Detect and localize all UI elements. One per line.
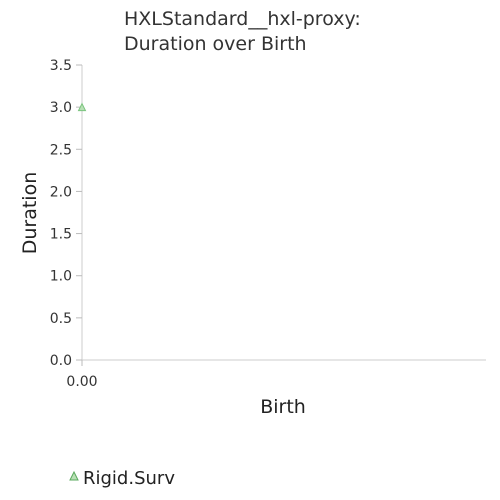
data-point-triangle: [77, 102, 87, 112]
y-tick-label: 0.5: [50, 311, 72, 327]
y-axis-label: Duration: [19, 172, 41, 255]
y-tick-label: 3.0: [50, 100, 72, 116]
y-axis: 0.0 0.5 1.0 1.5 2.0 2.5 3.0 3.5: [50, 58, 83, 369]
y-tick-label: 1.5: [50, 227, 72, 243]
legend-label-rigid-surv: Rigid.Surv: [83, 468, 175, 489]
chart-title-line-2: Duration over Birth: [124, 33, 307, 55]
y-ticks: 0.0 0.5 1.0 1.5 2.0 2.5 3.0 3.5: [50, 58, 82, 369]
data-points: [77, 102, 87, 112]
legend: Rigid.Surv: [69, 468, 175, 489]
y-tick-label: 3.5: [50, 58, 72, 74]
y-tick-label: 1.0: [50, 269, 72, 285]
y-tick-label: 2.0: [50, 184, 72, 200]
x-axis: 0.00: [66, 359, 486, 390]
chart-title-line-1: HXLStandard__hxl-proxy:: [124, 8, 361, 30]
x-ticks: 0.00: [66, 360, 98, 390]
y-tick-label: 2.5: [50, 142, 72, 158]
x-axis-label: Birth: [260, 396, 306, 418]
x-tick-label: 0.00: [66, 374, 97, 390]
y-tick-label: 0.0: [50, 353, 72, 369]
legend-triangle-icon: [69, 470, 79, 481]
